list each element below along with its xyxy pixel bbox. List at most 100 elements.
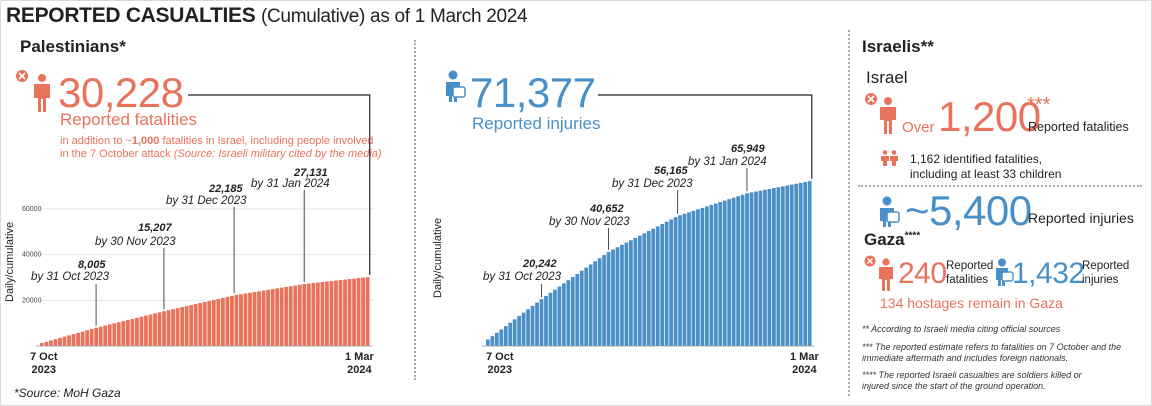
bar <box>736 196 741 346</box>
person-injury-icon <box>880 196 900 227</box>
bar <box>745 193 749 346</box>
gaza-injuries-value: 1,432 <box>1012 257 1085 290</box>
bar <box>557 286 562 346</box>
injuries-annotation-jan-label: by 31 Jan 2024 <box>688 156 767 168</box>
injuries-x-end-label: 1 Mar 2024 <box>790 351 819 376</box>
over-label: Over <box>902 119 935 136</box>
bar <box>606 251 611 346</box>
bar <box>306 283 311 346</box>
fatalities-annotation-oct-label: by 31 Oct 2023 <box>31 271 109 283</box>
bar <box>731 197 736 346</box>
bar <box>320 282 325 346</box>
bar <box>494 332 499 346</box>
bar <box>311 283 316 346</box>
bar <box>660 224 665 346</box>
bar <box>678 215 682 346</box>
bar <box>575 273 580 346</box>
israel-subheading: Israel <box>866 68 908 87</box>
injuries-annotation-dec-label: by 31 Dec 2023 <box>612 178 693 190</box>
fatalities-annotation-dec-value: 22,185 <box>209 183 243 195</box>
fatalities-stars: *** <box>1027 94 1051 116</box>
palestinian-fatalities-label: Reported fatalities <box>60 110 198 129</box>
section-divider-right <box>848 30 850 396</box>
bar <box>270 289 275 346</box>
person-fatality-icon <box>16 70 50 112</box>
person-fatality-icon <box>864 255 893 291</box>
bar <box>325 281 329 346</box>
bar <box>785 185 790 346</box>
bar <box>713 203 718 346</box>
bar <box>553 289 557 346</box>
injuries-annotation-jan-value: 65,949 <box>731 143 765 155</box>
person-injury-icon <box>446 70 466 102</box>
bar <box>175 308 180 346</box>
headline-leader <box>598 94 813 179</box>
palestinian-injuries-label: Reported injuries <box>472 114 601 133</box>
bar <box>499 329 504 346</box>
bar <box>651 228 656 346</box>
bar <box>696 209 700 346</box>
bar <box>248 292 252 346</box>
bar <box>171 309 175 346</box>
bar <box>772 188 776 346</box>
source-note: *Source: MoH Gaza <box>14 386 121 400</box>
injuries-annotation-oct-value: 20,242 <box>523 258 557 270</box>
bar <box>58 337 62 346</box>
identified-fatalities-note: 1,162 identified fatalities, including at… <box>910 152 1062 181</box>
bar <box>503 326 508 346</box>
fatalities-annotation-jan-label: by 31 Jan 2024 <box>251 178 330 190</box>
israeli-injuries-label: Reported injuries <box>1028 210 1134 226</box>
bar <box>184 306 189 346</box>
palestinian-injuries-value: 71,377 <box>470 69 596 116</box>
bar <box>655 226 660 346</box>
bar <box>130 318 135 346</box>
bar <box>798 182 803 346</box>
bar <box>620 244 624 346</box>
bar <box>193 304 198 346</box>
title-subtitle: (Cumulative) as of 1 March 2024 <box>260 6 528 27</box>
bar <box>486 339 490 346</box>
bar <box>561 283 566 346</box>
gaza-injuries-label: Reported injuries <box>1082 260 1130 286</box>
bar <box>687 212 691 346</box>
bar <box>727 199 732 346</box>
bar <box>202 301 207 346</box>
gaza-fatalities-value: 240 <box>898 257 947 290</box>
injuries-annotation-dec-value: 56,165 <box>654 165 688 177</box>
bar <box>189 305 194 346</box>
bar <box>611 249 615 346</box>
bar <box>53 339 58 346</box>
bar <box>633 237 638 346</box>
bar <box>261 290 266 346</box>
bar <box>94 327 99 346</box>
bar <box>44 341 49 346</box>
bar <box>67 335 71 346</box>
bar <box>584 267 589 346</box>
fatalities-chart: 20000 40000 60000 <box>22 94 374 347</box>
bar <box>588 264 593 346</box>
palestinian-fatalities-note: in addition to ~1,000 fatalities in Isra… <box>60 135 382 160</box>
bar <box>356 278 361 346</box>
bar <box>220 297 225 346</box>
bar <box>329 281 334 346</box>
bar <box>789 184 794 346</box>
y-tick-label: 20000 <box>22 297 42 304</box>
bar <box>107 324 112 346</box>
bar <box>803 182 808 346</box>
bar <box>112 323 117 346</box>
bar <box>682 213 687 346</box>
bar <box>700 207 705 346</box>
y-tick-label: 60000 <box>22 206 42 213</box>
bar <box>125 320 130 346</box>
bar <box>754 191 758 346</box>
bar <box>216 298 221 346</box>
bar <box>315 282 320 346</box>
bar <box>297 284 302 346</box>
bar <box>211 299 216 346</box>
palestinian-fatalities-value: 30,228 <box>58 69 184 116</box>
bar <box>530 305 535 346</box>
bar <box>767 188 772 346</box>
injuries-annotation-nov-label: by 30 Nov 2023 <box>549 216 630 228</box>
bar <box>691 210 696 346</box>
bar <box>343 279 347 346</box>
